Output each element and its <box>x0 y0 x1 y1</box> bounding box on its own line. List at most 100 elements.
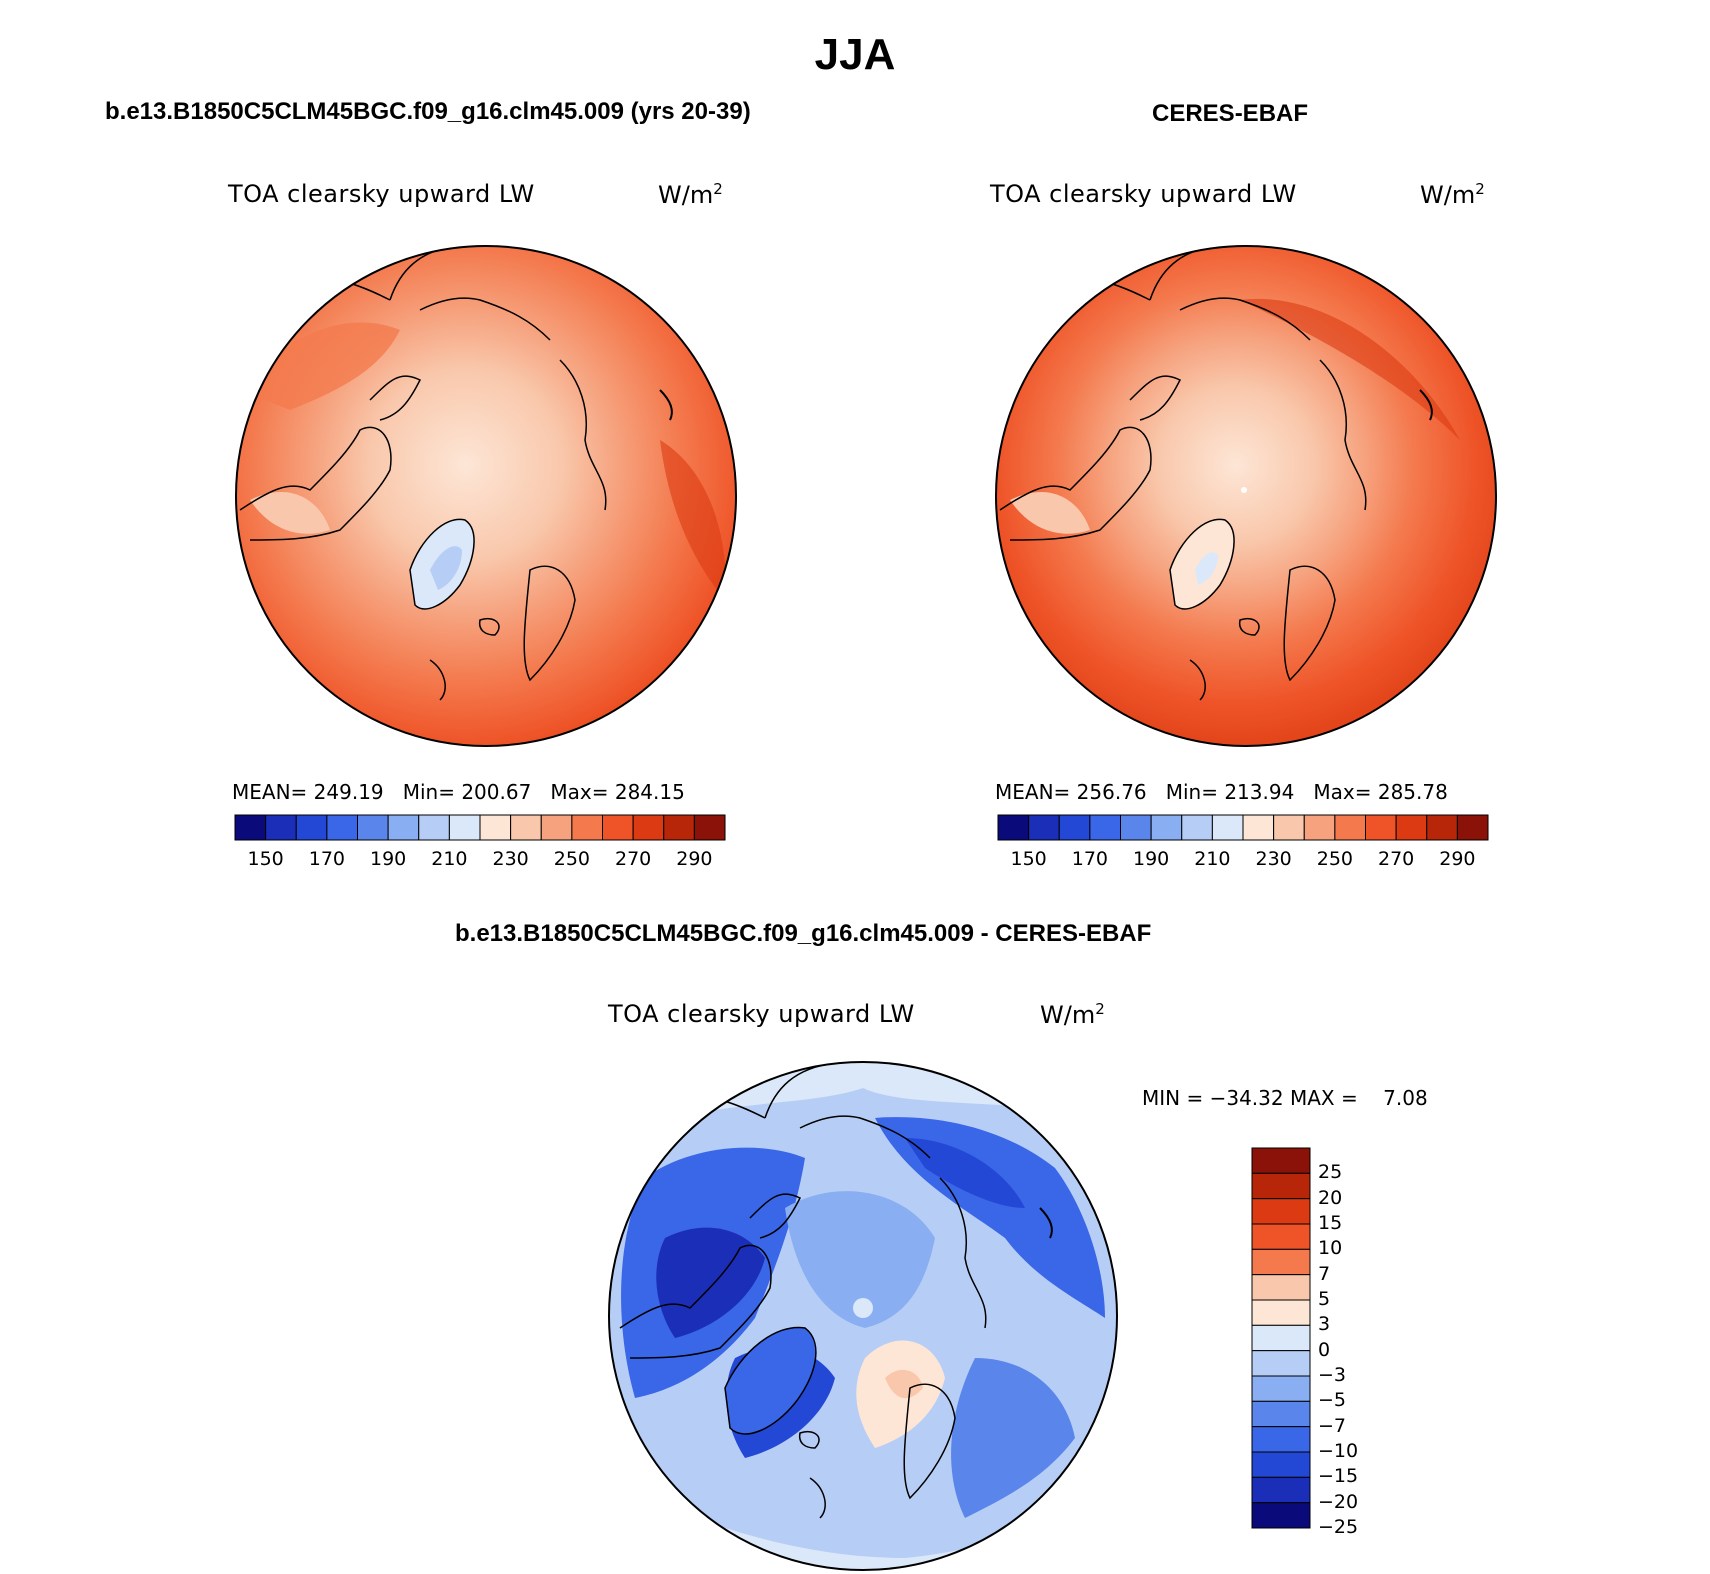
colorbar-swatch <box>1181 814 1213 841</box>
diff-units-label: W/m2 <box>1040 1000 1105 1029</box>
colorbar-swatch <box>1089 814 1122 841</box>
colorbar-tick-label: 15 <box>1318 1212 1343 1234</box>
colorbar-swatch <box>693 814 726 841</box>
colorbar-swatch <box>1120 814 1152 841</box>
model-panel-title: b.e13.B1850C5CLM45BGC.f09_g16.clm45.009 … <box>105 98 751 125</box>
colorbar-tick-label: −10 <box>1318 1440 1359 1462</box>
obs-variable-label: TOA clearsky upward LW <box>990 180 1297 208</box>
colorbar-swatch <box>387 814 420 841</box>
colorbar-swatch <box>1251 1400 1311 1428</box>
colorbar-swatch <box>418 814 450 841</box>
diff-colorbar-ticks: 25 20 15 10 7 5 3 0 −3 −5 −7 −10 −15 −20 −25 <box>1318 1148 1398 1538</box>
colorbar-swatch <box>1150 814 1183 841</box>
obs-polar-map <box>995 245 1497 747</box>
colorbar-tick-label: 230 <box>1255 848 1292 870</box>
colorbar-swatch <box>1028 814 1060 841</box>
colorbar-swatch <box>357 814 389 841</box>
colorbar-tick-label: 7 <box>1318 1262 1331 1285</box>
colorbar-tick-label: −3 <box>1318 1364 1347 1386</box>
colorbar-tick-label: −7 <box>1318 1414 1347 1437</box>
colorbar-swatch <box>1251 1299 1311 1326</box>
colorbar-tick-label: 290 <box>1439 848 1476 870</box>
colorbar-swatch <box>1251 1274 1311 1301</box>
colorbar-tick-label: 190 <box>369 848 407 870</box>
colorbar-tick-label: 270 <box>614 848 652 870</box>
colorbar-swatch <box>1273 814 1305 841</box>
colorbar-swatch <box>1058 814 1091 841</box>
colorbar-swatch <box>1251 1248 1311 1276</box>
colorbar-tick-label: −15 <box>1318 1465 1359 1488</box>
colorbar-swatch <box>1251 1172 1311 1200</box>
colorbar-swatch <box>1251 1223 1311 1250</box>
colorbar-swatch <box>1251 1375 1311 1402</box>
colorbar-swatch <box>234 814 267 841</box>
diff-polar-map <box>608 1061 1118 1571</box>
colorbar-tick-label: 190 <box>1132 848 1170 870</box>
colorbar-swatch <box>1251 1476 1311 1504</box>
colorbar-tick-label: 210 <box>431 848 468 870</box>
colorbar-tick-label: 25 <box>1318 1161 1343 1184</box>
colorbar-tick-label: 150 <box>1010 848 1047 870</box>
colorbar-swatch <box>1426 814 1458 841</box>
colorbar-swatch <box>1251 1426 1311 1453</box>
colorbar-tick-label: 270 <box>1377 848 1415 870</box>
colorbar-swatch <box>602 814 634 841</box>
colorbar-swatch <box>448 814 481 841</box>
colorbar-swatch <box>1365 814 1397 841</box>
model-variable-label: TOA clearsky upward LW <box>228 180 535 208</box>
colorbar-swatch <box>1334 814 1367 841</box>
colorbar-swatch <box>1251 1147 1311 1174</box>
colorbar-swatch <box>295 814 328 841</box>
obs-panel-title: CERES-EBAF <box>1152 100 1309 127</box>
colorbar-tick-label: 10 <box>1318 1237 1343 1260</box>
colorbar-swatch <box>540 814 573 841</box>
obs-stats: MEAN= 256.76 Min= 213.94 Max= 285.78 <box>995 780 1448 804</box>
colorbar-tick-label: −5 <box>1318 1389 1347 1412</box>
diff-colorbar <box>1251 1147 1311 1529</box>
diff-variable-label: TOA clearsky upward LW <box>608 1000 915 1028</box>
colorbar-tick-label: 170 <box>1071 848 1108 870</box>
colorbar-swatch <box>1211 814 1244 841</box>
colorbar-swatch <box>1395 814 1428 841</box>
season-title: JJA <box>814 30 896 79</box>
colorbar-swatch <box>1251 1502 1311 1529</box>
obs-colorbar <box>997 814 1489 841</box>
colorbar-swatch <box>1242 814 1275 841</box>
colorbar-swatch <box>571 814 604 841</box>
diff-stats: MIN = −34.32 MAX = 7.08 <box>1142 1086 1428 1110</box>
colorbar-swatch <box>479 814 512 841</box>
model-colorbar <box>234 814 726 841</box>
colorbar-swatch <box>1251 1324 1311 1352</box>
model-colorbar-ticks: 150 170 190 210 230 250 270 290 <box>235 848 725 874</box>
colorbar-tick-label: 20 <box>1318 1186 1343 1209</box>
colorbar-swatch <box>510 814 542 841</box>
colorbar-tick-label: 230 <box>492 848 529 870</box>
model-stats: MEAN= 249.19 Min= 200.67 Max= 284.15 <box>232 780 685 804</box>
colorbar-swatch <box>663 814 695 841</box>
colorbar-tick-label: 290 <box>676 848 713 870</box>
colorbar-tick-label: 150 <box>247 848 284 870</box>
colorbar-tick-label: 0 <box>1318 1338 1331 1361</box>
colorbar-swatch <box>326 814 359 841</box>
model-polar-map <box>235 245 737 747</box>
colorbar-tick-label: 250 <box>1316 848 1353 870</box>
colorbar-tick-label: 170 <box>308 848 345 870</box>
colorbar-swatch <box>1251 1198 1311 1225</box>
colorbar-tick-label: 210 <box>1194 848 1231 870</box>
obs-units-label: W/m2 <box>1420 180 1485 209</box>
colorbar-tick-label: −20 <box>1318 1490 1359 1513</box>
obs-colorbar-ticks: 150 170 190 210 230 250 270 290 <box>998 848 1488 874</box>
colorbar-tick-label: 5 <box>1318 1288 1331 1310</box>
colorbar-swatch <box>1303 814 1336 841</box>
colorbar-tick-label: 3 <box>1318 1313 1331 1336</box>
colorbar-swatch <box>1251 1451 1311 1478</box>
colorbar-swatch <box>997 814 1030 841</box>
colorbar-swatch <box>632 814 665 841</box>
colorbar-swatch <box>1251 1350 1311 1377</box>
model-units-label: W/m2 <box>658 180 723 209</box>
diff-panel-title: b.e13.B1850C5CLM45BGC.f09_g16.clm45.009 … <box>455 920 1152 947</box>
colorbar-swatch <box>265 814 297 841</box>
colorbar-tick-label: 250 <box>553 848 590 870</box>
colorbar-swatch <box>1456 814 1489 841</box>
colorbar-tick-label: −25 <box>1318 1516 1359 1538</box>
